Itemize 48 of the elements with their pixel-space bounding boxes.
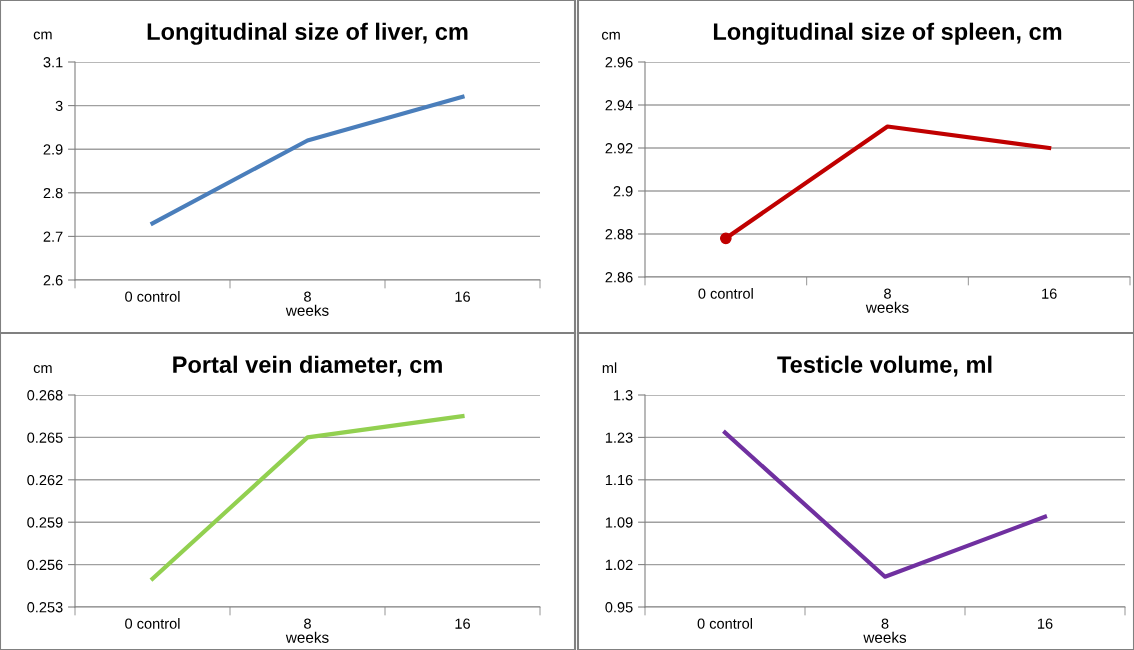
y-axis-title: ml: [602, 362, 617, 373]
y-tick-label: 2.6: [43, 275, 63, 286]
y-tick-label: 1.02: [605, 559, 633, 571]
x-tick-label: 0 control: [697, 618, 752, 629]
y-tick-label: 2.8: [43, 187, 63, 199]
x-tick-label: 8: [304, 618, 311, 629]
y-tick-label: 0.95: [605, 602, 633, 613]
chart-title: Longitudinal size of spleen, cm: [713, 22, 1062, 45]
y-tick-label: 1.3: [614, 390, 633, 401]
y-tick-label: 3.1: [43, 57, 63, 68]
y-tick-label: 1.16: [605, 474, 633, 486]
y-axis-title: cm: [601, 31, 620, 40]
y-tick-label: 2.86: [605, 272, 633, 283]
y-tick-label: 3: [55, 100, 63, 112]
x-axis-title: weeks: [863, 631, 907, 643]
x-tick-label: 0 control: [125, 618, 180, 629]
x-tick-label: 8: [884, 288, 891, 299]
chart-title: Portal vein diameter, cm: [173, 355, 442, 377]
x-tick-label: 16: [455, 618, 470, 629]
x-tick-label: 16: [1038, 618, 1053, 629]
x-tick-label: 0 control: [698, 288, 753, 299]
y-tick-label: 2.9: [43, 144, 63, 155]
y-tick-label: 0.265: [27, 432, 63, 443]
y-tick-label: 0.253: [27, 602, 63, 613]
chart-title: Testicle volume, ml: [777, 355, 992, 377]
y-axis-title: cm: [33, 31, 52, 40]
x-tick-label: 0 control: [125, 291, 180, 302]
y-tick-label: 2.7: [43, 231, 63, 242]
y-tick-label: 2.92: [605, 143, 633, 154]
y-tick-label: 0.256: [27, 559, 63, 571]
x-tick-label: 16: [455, 291, 470, 302]
y-tick-label: 2.96: [605, 57, 633, 68]
x-tick-label: 16: [1042, 288, 1057, 299]
y-tick-label: 2.9: [613, 186, 633, 197]
x-axis-title: weeks: [865, 301, 909, 313]
y-tick-label: 2.94: [605, 100, 633, 111]
x-axis-title: weeks: [285, 304, 329, 316]
y-tick-label: 1.23: [605, 432, 633, 443]
x-axis-title: weeks: [285, 631, 329, 643]
y-tick-label: 0.259: [27, 517, 63, 528]
x-tick-label: 8: [304, 291, 311, 302]
chart-title: Longitudinal size of liver, cm: [147, 22, 468, 45]
y-tick-label: 0.262: [27, 474, 63, 486]
y-tick-label: 1.09: [605, 517, 633, 528]
y-tick-label: 0.268: [27, 390, 63, 401]
y-tick-label: 2.88: [605, 229, 633, 240]
x-tick-label: 8: [881, 618, 889, 629]
y-axis-title: cm: [33, 365, 52, 374]
